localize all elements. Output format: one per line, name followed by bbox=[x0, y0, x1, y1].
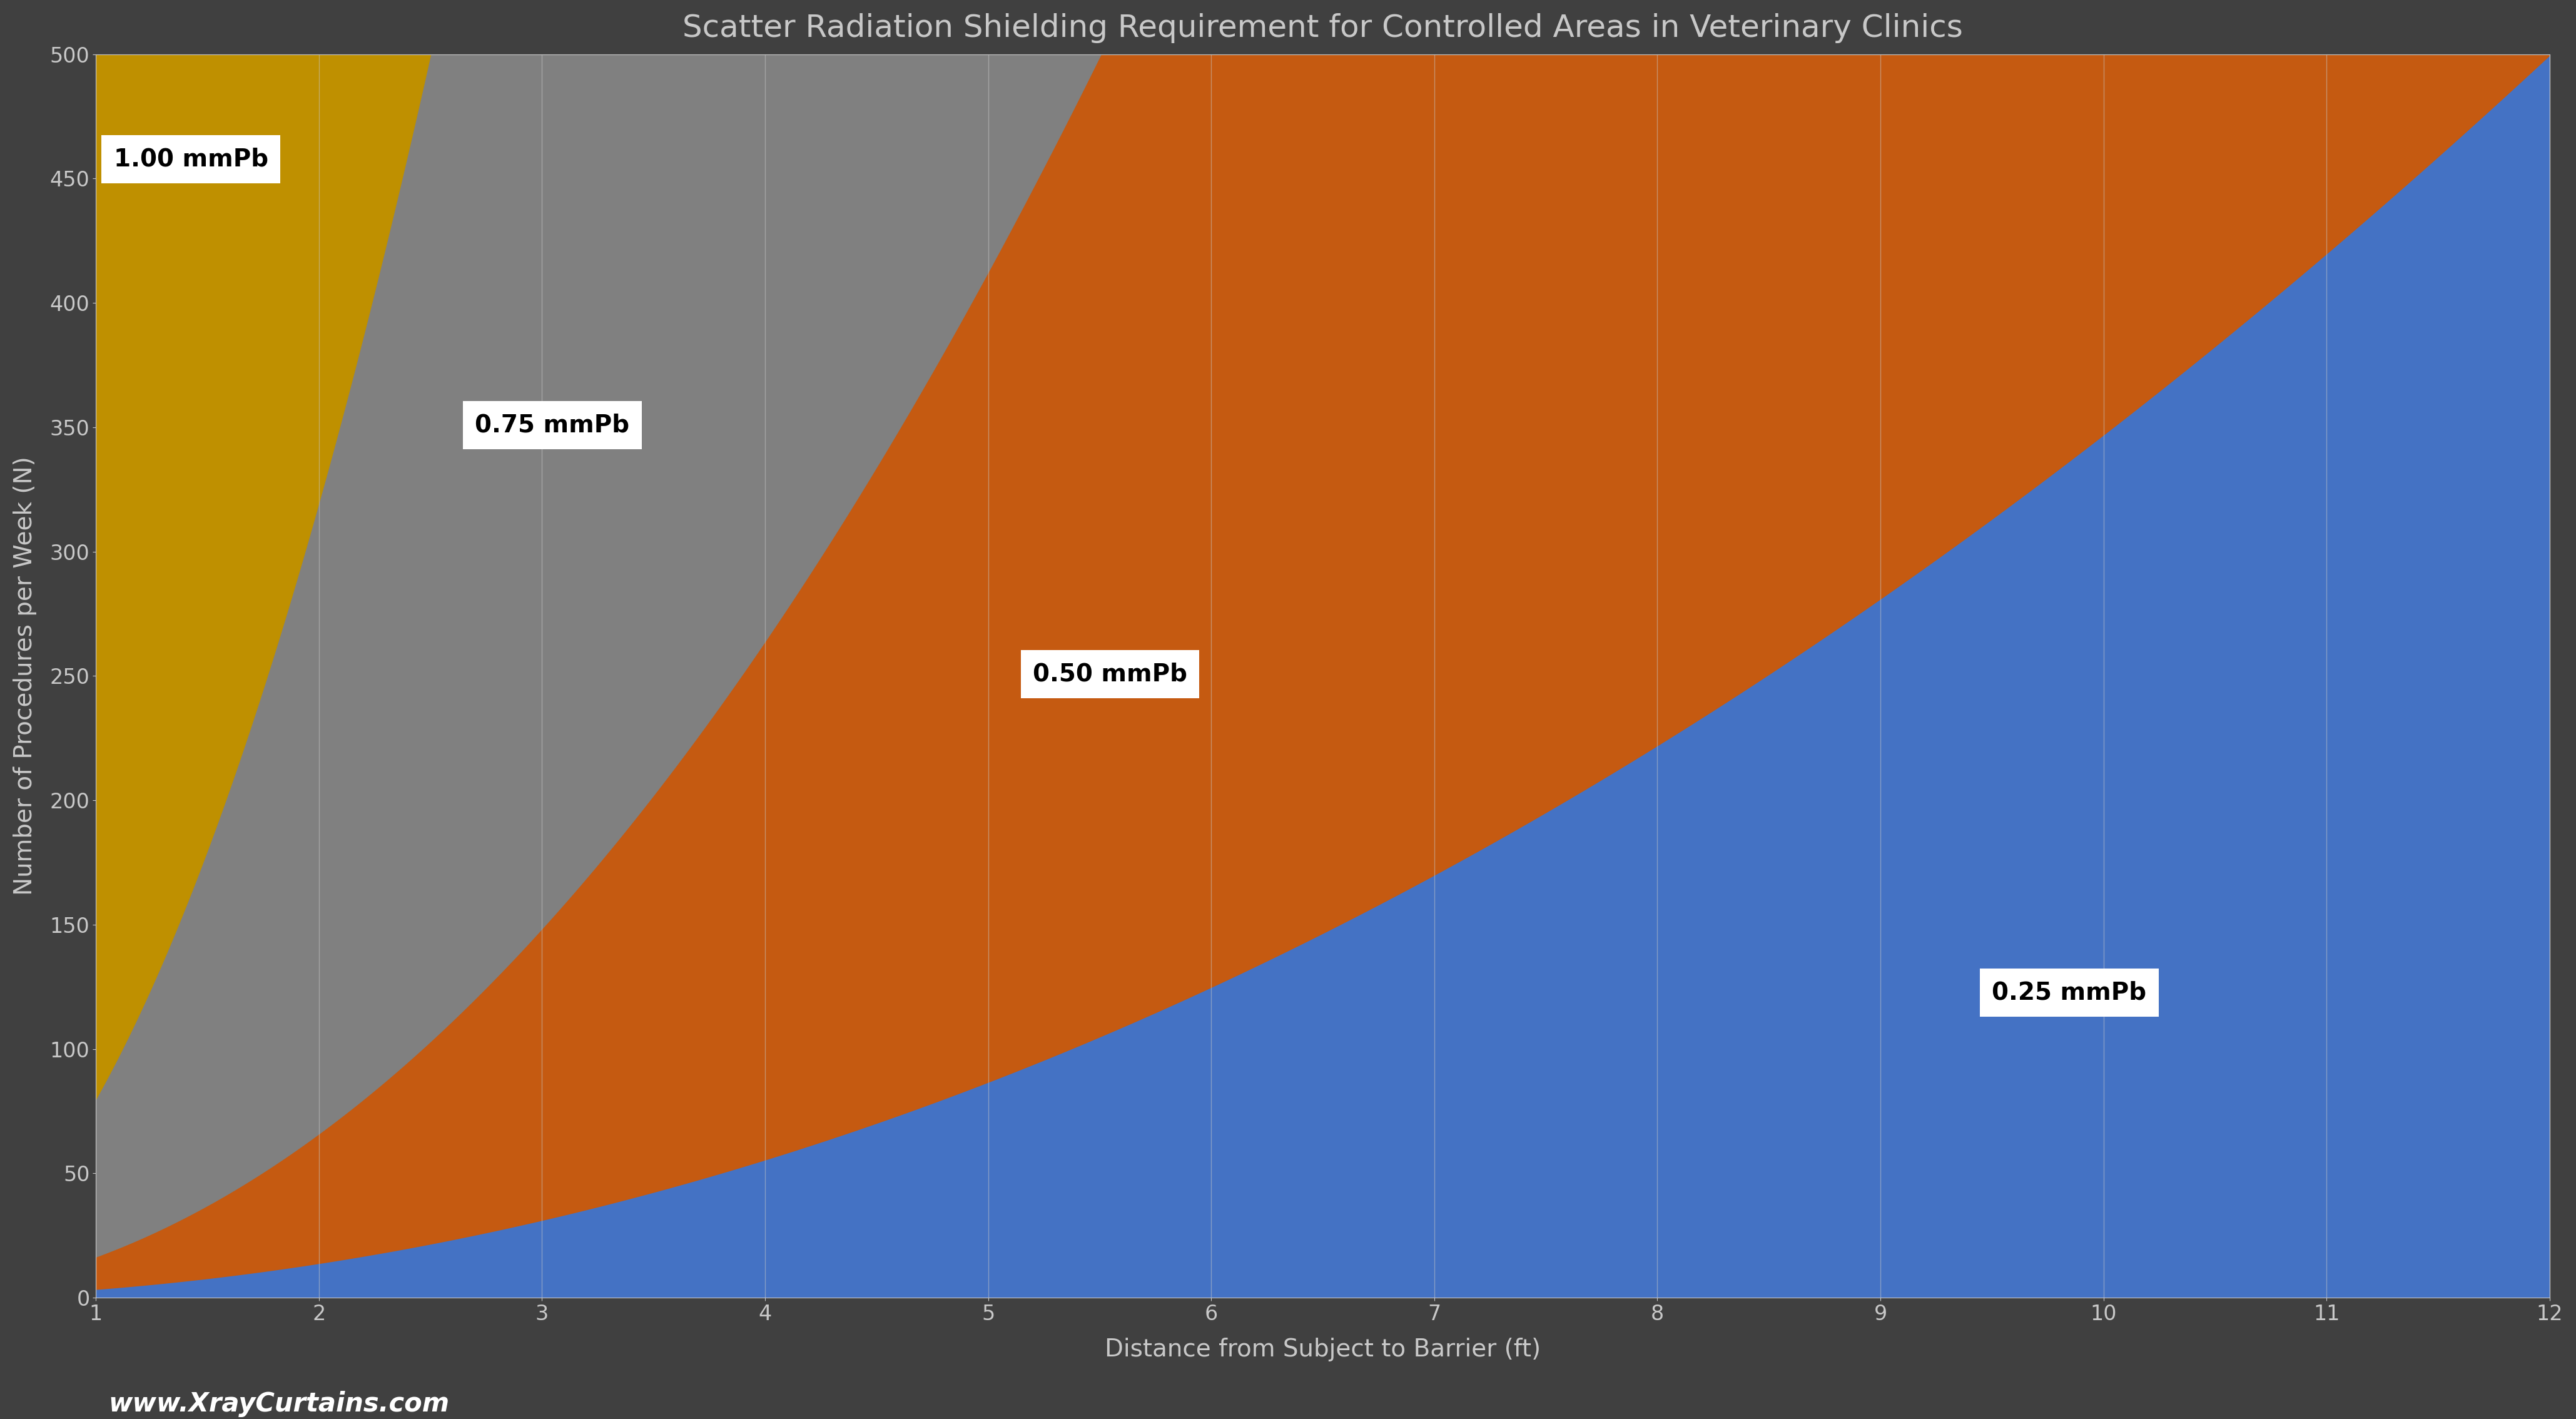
Y-axis label: Number of Procedures per Week (N): Number of Procedures per Week (N) bbox=[13, 457, 36, 895]
Text: 0.75 mmPb: 0.75 mmPb bbox=[474, 413, 629, 437]
Text: 1.00 mmPb: 1.00 mmPb bbox=[113, 148, 268, 172]
X-axis label: Distance from Subject to Barrier (ft): Distance from Subject to Barrier (ft) bbox=[1105, 1338, 1540, 1361]
Text: 0.25 mmPb: 0.25 mmPb bbox=[1991, 981, 2146, 1005]
Text: 0.50 mmPb: 0.50 mmPb bbox=[1033, 663, 1188, 685]
Title: Scatter Radiation Shielding Requirement for Controlled Areas in Veterinary Clini: Scatter Radiation Shielding Requirement … bbox=[683, 13, 1963, 43]
Text: www.XrayCurtains.com: www.XrayCurtains.com bbox=[108, 1391, 448, 1418]
